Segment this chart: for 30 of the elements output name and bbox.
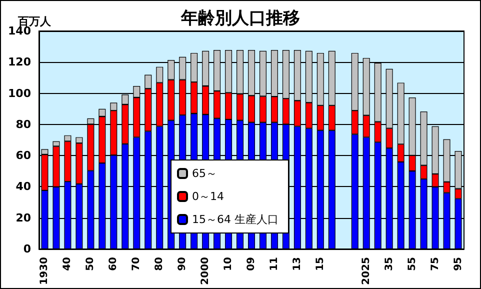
y-tick-label: 60 (16, 149, 32, 162)
x-tick-label: 13 (292, 256, 303, 271)
x-tick-label: 15 (314, 256, 326, 271)
x-tick-label: 40 (62, 256, 74, 271)
y-tick-label: 20 (16, 211, 32, 224)
legend-label: 15～64 生産人口 (192, 213, 278, 226)
x-tick-label: 09 (246, 256, 257, 271)
x-tick-label: 95 (452, 256, 464, 271)
x-tick-label: 75 (430, 256, 441, 271)
legend-label: 65～ (192, 167, 217, 180)
legend-label: 0～14 (192, 190, 224, 203)
x-tick-label: 55 (406, 256, 418, 271)
x-tick-label: 70 (131, 256, 142, 271)
x-tick-label: 11 (268, 256, 280, 271)
y-axis-title: 百万人 (17, 15, 52, 28)
x-tick-label: 35 (384, 256, 395, 271)
x-tick-label: 60 (108, 256, 120, 271)
x-tick-label: 10 (223, 256, 234, 271)
y-tick-label: 0 (23, 242, 32, 256)
x-tick-label: 2025 (360, 256, 372, 285)
x-tick-label: 1930 (39, 256, 50, 285)
x-tick-label: 50 (85, 256, 96, 271)
y-tick-label: 80 (16, 118, 32, 131)
y-tick-label: 40 (16, 180, 32, 194)
y-tick-label: 120 (8, 56, 32, 69)
x-tick-label: 80 (154, 256, 166, 271)
y-tick-label: 100 (8, 86, 32, 100)
chart-title: 年齢別人口推移 (180, 8, 300, 28)
x-tick-label: 90 (177, 256, 188, 271)
x-tick-label: 2000 (200, 256, 212, 285)
